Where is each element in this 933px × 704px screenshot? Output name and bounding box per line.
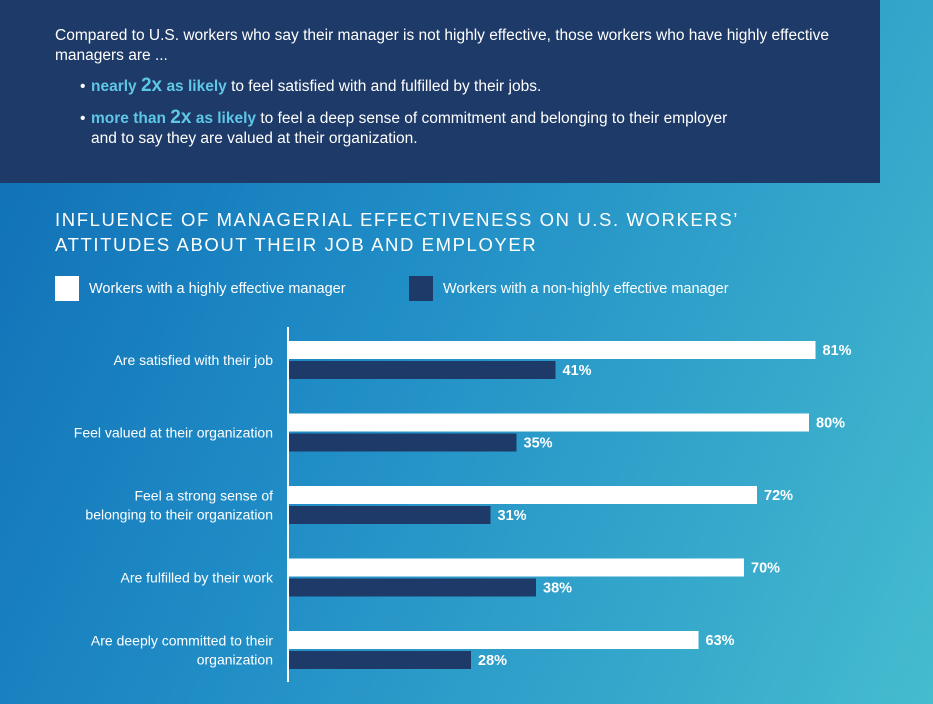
highlight-prefix: more than — [91, 110, 166, 127]
category-label: Are deeply committed to their — [91, 633, 273, 649]
bullet-text-continued: and to say they are valued at their orga… — [91, 130, 418, 147]
highlight-suffix: as likely — [195, 110, 257, 127]
bar-highly-effective — [289, 486, 757, 504]
chart-title-line-1: INFLUENCE OF MANAGERIAL EFFECTIVENESS ON… — [55, 209, 739, 230]
legend-label: Workers with a non-highly effective mana… — [443, 280, 729, 297]
highlight-suffix: as likely — [166, 78, 227, 95]
category-label: Feel a strong sense of — [134, 488, 273, 504]
bar-highly-effective — [289, 558, 744, 577]
highlight-multiplier: 2x — [140, 75, 163, 96]
data-label: 41% — [563, 363, 592, 379]
bar-non-highly-effective — [289, 506, 491, 524]
data-label: 72% — [764, 488, 793, 504]
data-label: 70% — [751, 561, 780, 577]
bar-non-highly-effective — [289, 433, 517, 452]
bar-non-highly-effective — [289, 651, 471, 669]
data-label: 80% — [816, 416, 845, 432]
highlight-multiplier: 2x — [170, 107, 192, 128]
callout-bullet-1: • nearly 2x as likely to feel satisfied w… — [80, 76, 800, 97]
legend-swatch-white — [55, 276, 79, 301]
bar-highly-effective — [289, 631, 699, 649]
bullet-dot: • — [80, 110, 86, 127]
bar-highly-effective — [289, 341, 816, 359]
data-label: 31% — [498, 508, 527, 524]
legend-item-highly-effective: Workers with a highly effective manager — [55, 276, 346, 301]
category-label: Are fulfilled by their work — [120, 570, 274, 586]
legend-label: Workers with a highly effective manager — [89, 280, 346, 297]
callout-intro: Compared to U.S. workers who say their m… — [55, 27, 829, 64]
category-label: Are satisfied with their job — [113, 352, 273, 368]
bullet-text: to feel a deep sense of commitment and b… — [260, 110, 728, 127]
chart-title: INFLUENCE OF MANAGERIAL EFFECTIVENESS ON… — [55, 207, 855, 257]
bar-highly-effective — [289, 413, 809, 432]
bar-non-highly-effective — [289, 361, 556, 379]
highlight-prefix: nearly — [91, 78, 137, 95]
data-label: 81% — [823, 343, 852, 359]
callout-box: Compared to U.S. workers who say their m… — [0, 0, 880, 183]
data-label: 38% — [543, 581, 572, 597]
category-label: Feel valued at their organization — [74, 425, 273, 441]
data-label: 63% — [706, 633, 735, 649]
data-label: 28% — [478, 653, 507, 669]
legend-item-non-highly-effective: Workers with a non-highly effective mana… — [409, 276, 729, 301]
category-label: organization — [197, 652, 273, 668]
bar-non-highly-effective — [289, 578, 536, 597]
data-label: 35% — [524, 436, 553, 452]
chart-title-line-2: ATTITUDES ABOUT THEIR JOB AND EMPLOYER — [55, 234, 538, 255]
bullet-dot: • — [80, 78, 86, 95]
legend-swatch-navy — [409, 276, 433, 301]
bullet-text: to feel satisfied with and fulfilled by … — [231, 78, 542, 95]
category-label: belonging to their organization — [85, 507, 273, 523]
callout-bullet-2: • more than 2x as likely to feel a deep s… — [80, 108, 800, 149]
